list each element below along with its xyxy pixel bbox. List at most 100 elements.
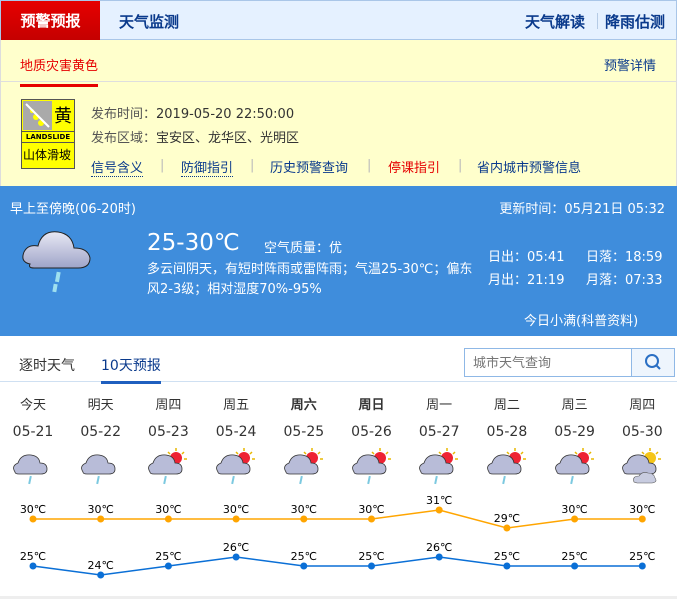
- weekday-label: 周一: [426, 398, 453, 413]
- publish-area: 发布区域：宝安区、龙华区、光明区: [91, 131, 300, 146]
- sun-cloud-icon: [618, 446, 664, 490]
- low-temp-label: 25℃: [494, 550, 520, 563]
- history-warning-link[interactable]: 历史预警查询: [270, 161, 349, 176]
- forecast-day: 周三 05-29: [545, 394, 605, 440]
- low-temp-point: [638, 562, 646, 570]
- high-temp-label: 30℃: [20, 503, 46, 516]
- ten-day-forecast: 今天 05-21 明天 05-22 周四 05-23 周五 05-24 周六 05-25 周日 05-…: [0, 382, 677, 596]
- divider: |: [367, 158, 372, 173]
- low-temp-point: [503, 562, 511, 570]
- date-label: 05-24: [215, 424, 257, 440]
- date-label: 05-25: [283, 424, 325, 440]
- low-temp-label: 25℃: [155, 550, 181, 563]
- high-temp-point: [368, 515, 375, 523]
- high-temp-point: [97, 515, 105, 523]
- low-temp-label: 25℃: [291, 550, 317, 563]
- today-weather-panel: 早上至傍晚(06-20时) 更新时间：05月21日 05:32 25-30℃ 空…: [0, 186, 677, 336]
- class-suspension-link[interactable]: 停课指引: [388, 161, 441, 176]
- high-temp-point: [638, 515, 646, 523]
- high-temp-point: [571, 515, 579, 523]
- low-temp-label: 26℃: [426, 541, 452, 554]
- province-warning-link[interactable]: 省内城市预警信息: [477, 161, 582, 176]
- forecast-tabs: 逐时天气 10天预报: [0, 336, 677, 384]
- date-label: 05-27: [418, 424, 460, 440]
- high-temp-label: 31℃: [426, 494, 452, 507]
- high-temp-point: [164, 515, 172, 523]
- tab-hourly[interactable]: 逐时天气: [19, 358, 75, 374]
- forecast-day: 周四 05-23: [138, 394, 198, 440]
- landslide-warning-icon: 黄 LANDSLIDE 山体滑坡: [21, 99, 75, 169]
- low-temp-label: 25℃: [561, 550, 587, 563]
- low-temp-point: [97, 571, 105, 579]
- signal-meaning-link[interactable]: 信号含义: [91, 157, 144, 177]
- high-temp-label: 30℃: [223, 503, 249, 516]
- temperature-chart: 30℃ 30℃ 30℃ 30℃ 30℃ 30℃ 31℃ 29℃ 30℃ 30℃ 25℃ 24℃ 25℃ 2…: [20, 494, 655, 579]
- forecast-day: 周四 05-30: [612, 394, 672, 440]
- high-temp-line: [33, 509, 643, 529]
- high-temp-label: 30℃: [561, 503, 587, 516]
- search-icon: [645, 354, 661, 370]
- sunset: 日落：18:59: [586, 250, 663, 265]
- warning-tab[interactable]: 地质灾害黄色: [20, 55, 99, 87]
- weekday-label: 明天: [87, 398, 114, 413]
- weekday-label: 周六: [290, 398, 317, 413]
- moonrise: 月出：21:19: [488, 273, 565, 288]
- date-label: 05-22: [80, 424, 122, 440]
- low-temp-line: [32, 556, 643, 576]
- forecast-day: 周五 05-24: [206, 394, 266, 440]
- nav-tab-warning[interactable]: 预警预报: [1, 1, 100, 41]
- top-nav: 预警预报 天气监测 天气解读 降雨估测: [0, 0, 677, 41]
- date-label: 05-23: [148, 424, 189, 440]
- update-time: 更新时间：05月21日 05:32: [499, 202, 665, 217]
- tab-10day[interactable]: 10天预报: [101, 355, 161, 384]
- high-temp-point: [435, 506, 443, 514]
- forecast-day: 周日 05-26: [342, 394, 402, 440]
- sun-cloud-rain-icon: [212, 446, 258, 490]
- moonset: 月落：07:33: [586, 273, 663, 288]
- city-search-input[interactable]: [464, 348, 632, 377]
- high-temp-label: 30℃: [358, 503, 384, 516]
- high-temp-label: 30℃: [629, 503, 655, 516]
- period-label: 早上至傍晚(06-20时): [10, 202, 136, 217]
- nav-link-rain[interactable]: 降雨估测: [605, 13, 666, 31]
- nav-link-interpret[interactable]: 天气解读: [525, 13, 586, 31]
- weekday-label: 周三: [561, 398, 588, 413]
- divider: |: [250, 158, 255, 173]
- nav-tab-monitor[interactable]: 天气监测: [119, 13, 180, 31]
- sun-cloud-rain-icon: [144, 446, 190, 490]
- defense-guide-link[interactable]: 防御指引: [181, 157, 234, 177]
- weekday-label: 周四: [155, 398, 182, 413]
- divider: |: [160, 158, 165, 173]
- low-temp-label: 24℃: [88, 559, 114, 572]
- sun-cloud-rain-icon: [280, 446, 326, 490]
- weekday-label: 周二: [493, 398, 520, 413]
- low-temp-point: [232, 553, 240, 561]
- date-label: 05-26: [351, 424, 392, 440]
- rain-icon: [77, 446, 123, 490]
- low-temp-label: 26℃: [223, 541, 249, 554]
- divider: [1, 81, 677, 82]
- cloud-rain-icon: [18, 226, 98, 300]
- sun-cloud-rain-icon: [348, 446, 394, 490]
- high-temp-label: 30℃: [88, 503, 114, 516]
- low-temp-point: [571, 562, 579, 570]
- high-temp-point: [300, 515, 308, 523]
- high-temp-point: [503, 524, 511, 532]
- warning-panel: 地质灾害黄色 预警详情 黄 LANDSLIDE 山体滑坡 发布时间：2019-0…: [0, 40, 677, 186]
- solar-term-link[interactable]: 今日小满(科普资料): [524, 314, 639, 329]
- search-button[interactable]: [631, 348, 675, 377]
- air-quality: 空气质量：优: [264, 241, 343, 256]
- warning-detail-link[interactable]: 预警详情: [603, 59, 656, 74]
- weekday-label: 周四: [629, 398, 656, 413]
- date-label: 05-30: [621, 424, 663, 440]
- date-label: 05-28: [486, 424, 528, 440]
- forecast-day: 明天 05-22: [71, 394, 131, 440]
- high-temp-label: 30℃: [291, 503, 317, 516]
- sun-cloud-rain-icon: [415, 446, 461, 490]
- sunrise: 日出：05:41: [488, 250, 565, 265]
- sun-cloud-rain-icon: [551, 446, 597, 490]
- bottom-border: [0, 596, 677, 599]
- low-temp-point: [164, 562, 172, 570]
- high-temp-point: [232, 515, 240, 523]
- weekday-label: 今天: [19, 398, 46, 413]
